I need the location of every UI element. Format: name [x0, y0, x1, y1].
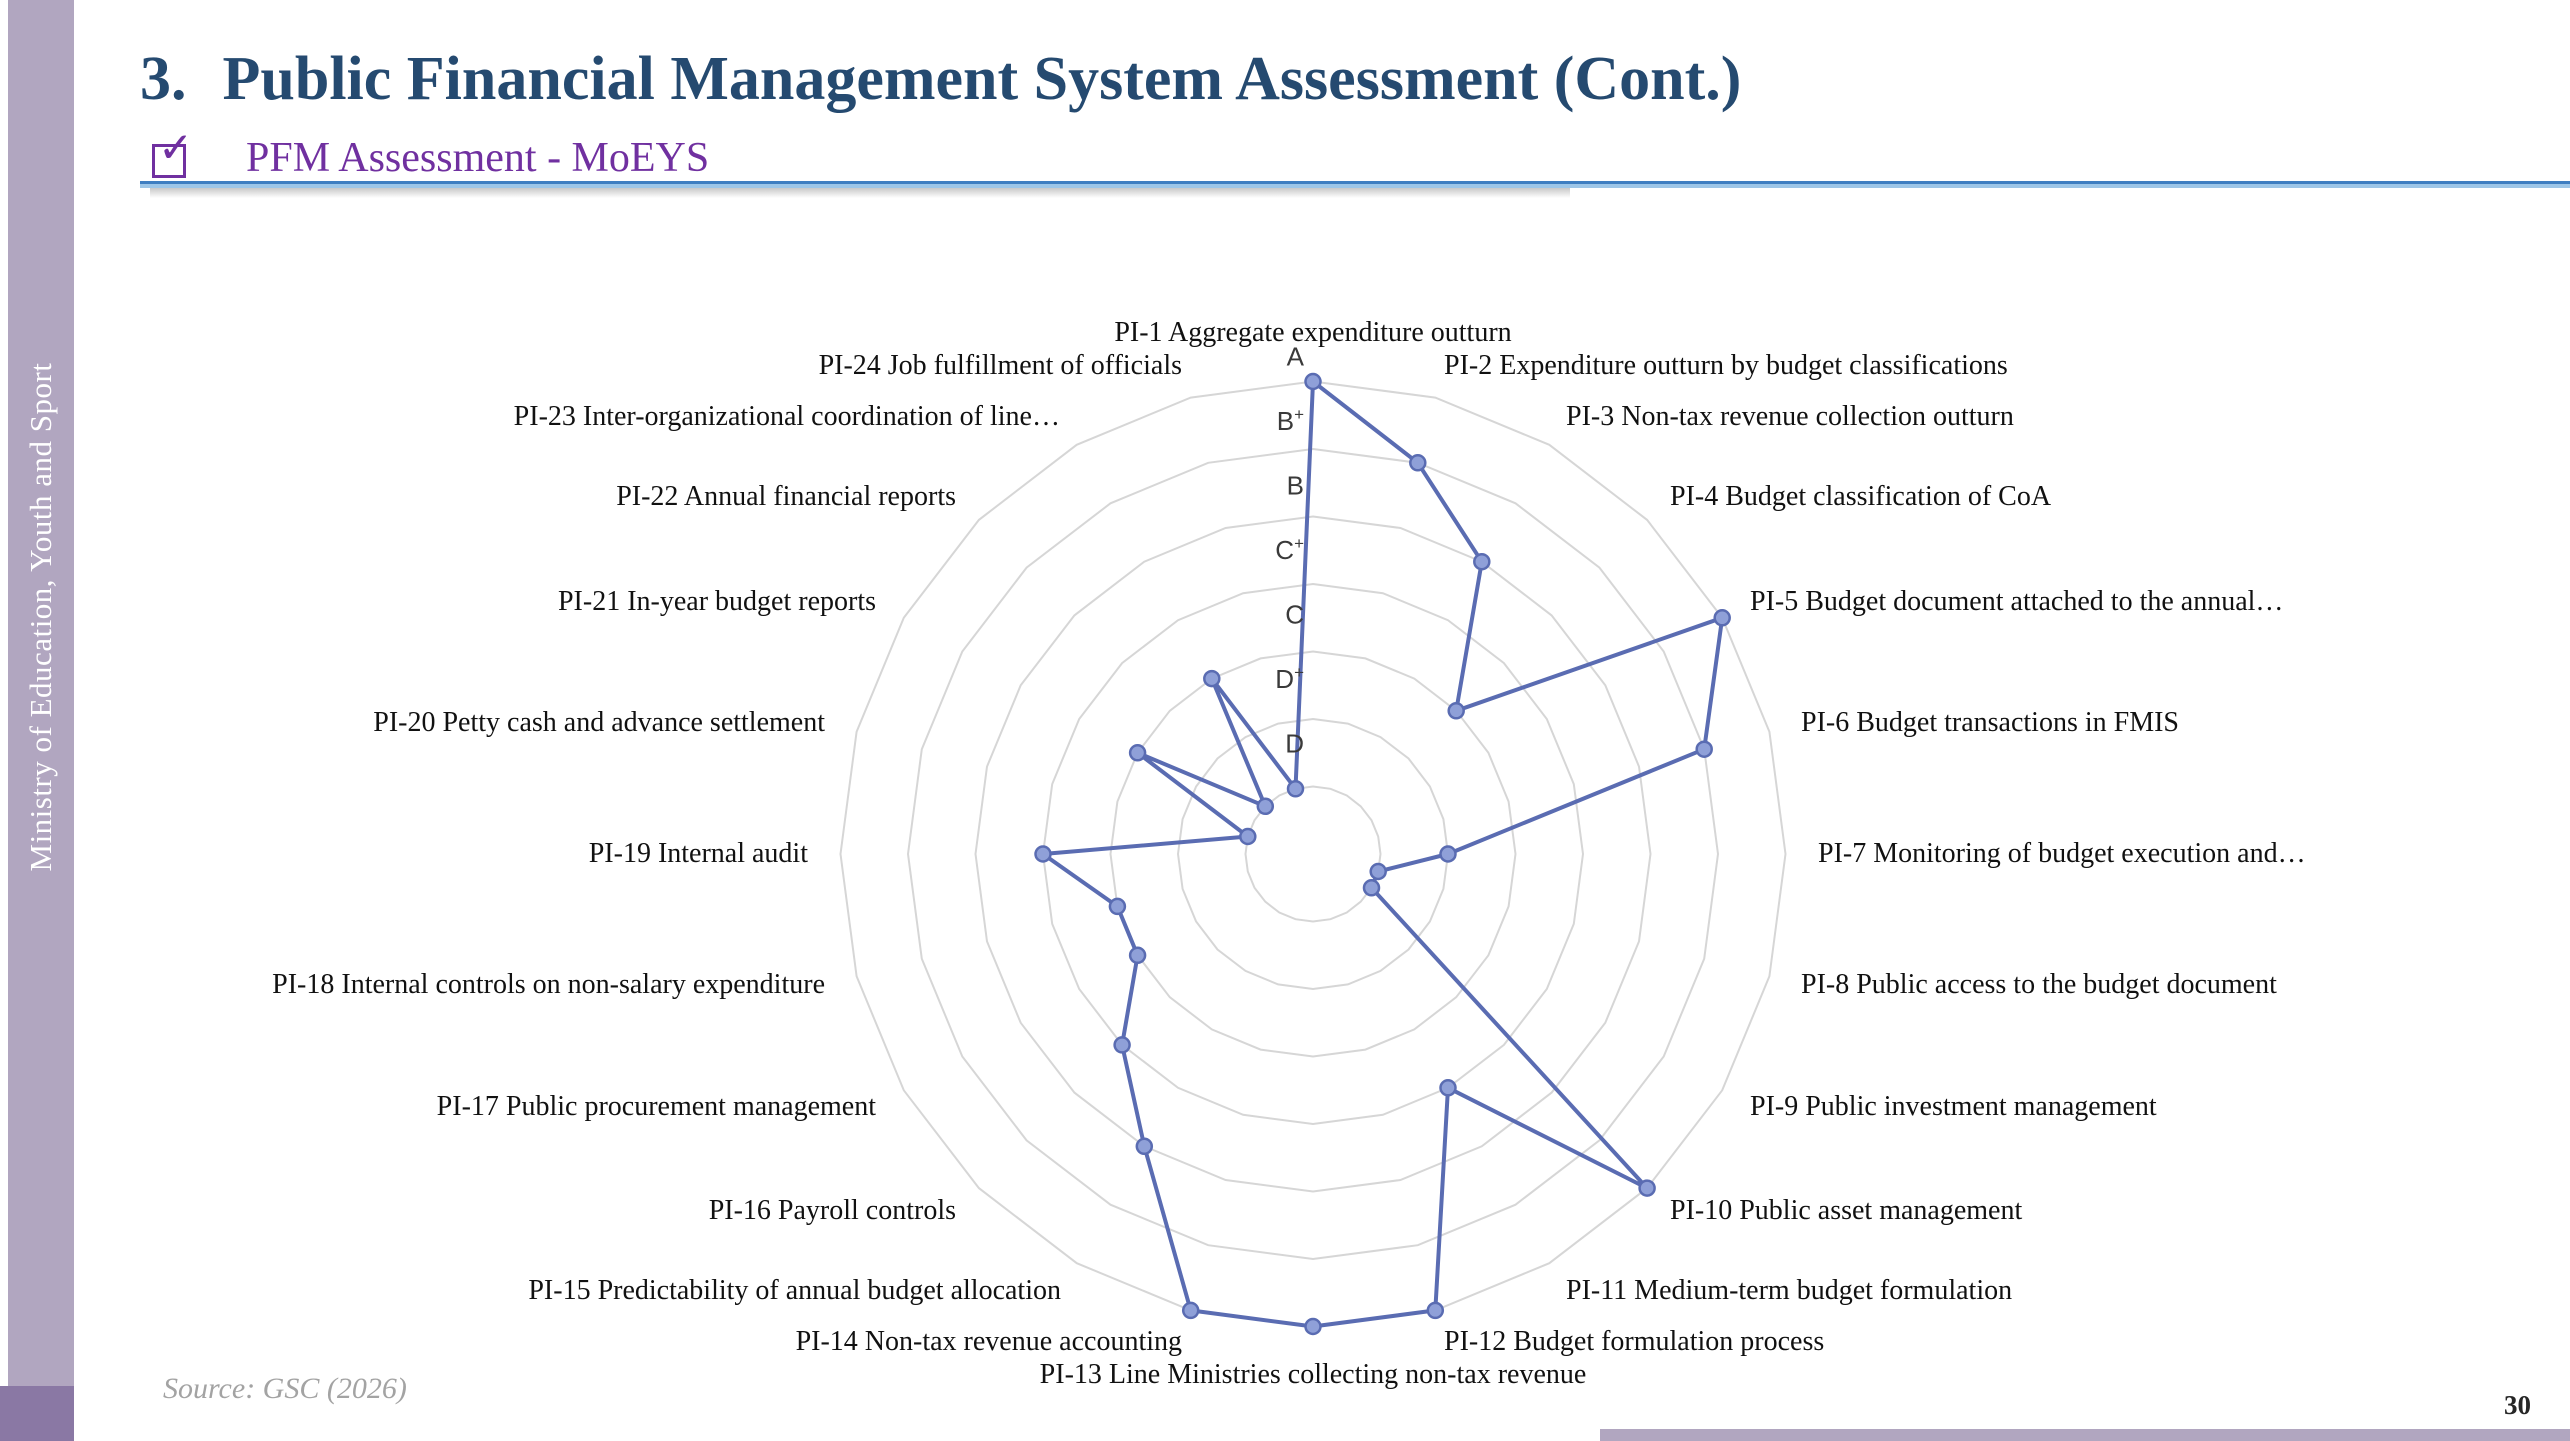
check-icon: ✓ — [158, 123, 194, 172]
axis-tick-label: D+ — [1275, 663, 1304, 694]
page-number: 30 — [2504, 1390, 2531, 1420]
grid-ring — [1244, 785, 1382, 923]
data-point — [1304, 372, 1322, 391]
axis-tick-label: D — [1285, 728, 1304, 759]
title-underline — [140, 181, 2570, 188]
axis-tick-label: B+ — [1276, 405, 1304, 436]
category-label: PI-10 Public asset management — [1670, 1195, 2023, 1226]
category-label: PI-9 Public investment management — [1750, 1091, 2157, 1122]
category-label: PI-4 Budget classification of CoA — [1670, 481, 2052, 512]
category-label: PI-1 Aggregate expenditure outturn — [1114, 317, 1512, 348]
category-label: PI-22 Annual financial reports — [616, 481, 956, 512]
grid-ring — [1176, 717, 1450, 991]
category-label: PI-21 In-year budget reports — [557, 586, 876, 617]
data-point — [1128, 744, 1147, 762]
axis-tick-label: C — [1285, 599, 1304, 630]
data-point — [1439, 1079, 1457, 1097]
category-label: PI-13 Line Ministries collecting non-tax… — [1039, 1359, 1587, 1390]
checked-checkbox-icon: ✓ — [152, 127, 193, 178]
source-note: Source: GSC (2026) — [163, 1372, 407, 1405]
data-point — [1369, 862, 1387, 881]
category-label: PI-18 Internal controls on non-salary ex… — [272, 969, 825, 1000]
category-label: PI-12 Budget formulation process — [1444, 1326, 1825, 1357]
bullet-label: PFM Assessment - MoEYS — [246, 135, 710, 181]
category-label: PI-20 Petty cash and advance settlement — [373, 707, 825, 738]
data-point — [1128, 946, 1147, 965]
data-point — [1286, 780, 1305, 798]
axis-tick-label: B — [1286, 470, 1304, 501]
data-point — [1426, 1301, 1445, 1320]
sidebar-bottom-block — [0, 1386, 74, 1441]
grid-ring — [974, 515, 1652, 1193]
grid-ring — [1041, 582, 1585, 1126]
category-label: PI-7 Monitoring of budget execution and… — [1818, 838, 2306, 869]
data-point — [1447, 702, 1465, 720]
category-label: PI-15 Predictability of annual budget al… — [528, 1275, 1061, 1306]
footer-strip — [1600, 1429, 2570, 1441]
data-point — [1473, 552, 1491, 571]
title-text: Public Financial Management System Asses… — [222, 45, 1742, 113]
category-label: PI-5 Budget document attached to the ann… — [1750, 586, 2284, 617]
title-number: 3. — [140, 45, 187, 113]
data-point — [1362, 879, 1381, 897]
data-point — [1713, 609, 1731, 627]
category-label: PI-19 Internal audit — [588, 838, 808, 869]
category-label: PI-6 Budget transactions in FMIS — [1801, 707, 2179, 738]
data-point — [1113, 1036, 1131, 1054]
category-label: PI-17 Public procurement management — [436, 1091, 876, 1122]
axis-tick-label: A — [1286, 341, 1304, 372]
data-point — [1034, 845, 1052, 863]
category-label: PI-14 Non-tax revenue accounting — [795, 1326, 1182, 1357]
category-label: PI-16 Payroll controls — [708, 1195, 956, 1226]
data-point — [1108, 897, 1127, 916]
data-point — [1695, 740, 1713, 758]
category-label: PI-3 Non-tax revenue collection outturn — [1566, 401, 2014, 432]
category-label: PI-2 Expenditure outturn by budget class… — [1444, 350, 2008, 381]
title-underline-shadow — [150, 188, 1570, 198]
grid-ring — [906, 447, 1720, 1261]
data-polygon — [1041, 379, 1725, 1329]
sidebar-bar — [8, 0, 74, 1441]
data-point — [1135, 1137, 1154, 1156]
page-title: 3. Public Financial Management System Ass… — [140, 44, 2520, 115]
data-point — [1304, 1317, 1322, 1336]
data-point — [1256, 797, 1275, 816]
category-label: PI-23 Inter-organizational coordination … — [513, 401, 1060, 432]
data-point — [1439, 845, 1457, 863]
data-point — [1638, 1179, 1656, 1197]
category-label: PI-8 Public access to the budget documen… — [1801, 969, 2277, 1000]
data-point — [1409, 454, 1427, 472]
data-point — [1181, 1301, 1200, 1320]
category-label: PI-11 Medium-term budget formulation — [1566, 1275, 2013, 1306]
data-point — [1203, 669, 1221, 688]
axis-tick-label: C+ — [1275, 534, 1304, 565]
data-point — [1239, 827, 1257, 846]
category-label: PI-24 Job fulfillment of officials — [818, 350, 1182, 381]
